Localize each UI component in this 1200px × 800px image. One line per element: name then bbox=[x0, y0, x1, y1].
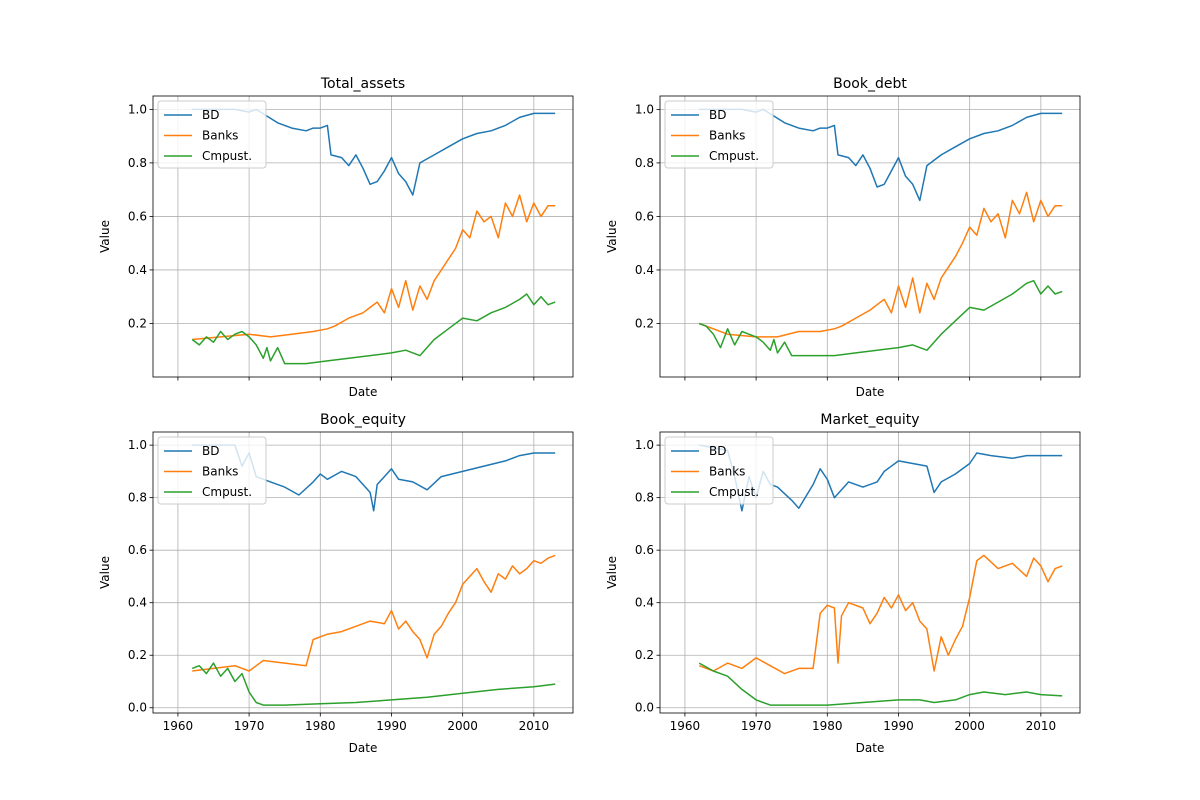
series-line-banks bbox=[698, 554, 1063, 675]
y-tick-label: 0.0 bbox=[128, 701, 147, 715]
subplots-group: 0.2 0.4 0.6 0.8 1.0 Total_assets Date Value BD Ba… bbox=[98, 76, 1081, 755]
axes-frame bbox=[152, 95, 574, 378]
x-tick-label: 1980 bbox=[305, 719, 336, 733]
legend-box bbox=[157, 100, 267, 169]
x-axis-label: Date bbox=[856, 385, 885, 399]
x-tick-label: 1990 bbox=[376, 719, 407, 733]
y-axis-label: Value bbox=[605, 220, 619, 253]
x-axis-label: Date bbox=[856, 741, 885, 755]
series-line-banks bbox=[192, 194, 556, 341]
x-tick-label: 2000 bbox=[954, 719, 985, 733]
axes-frame bbox=[659, 95, 1081, 378]
legend-label: Cmpust. bbox=[709, 149, 759, 163]
legend: BD Banks Cmpust. bbox=[157, 436, 267, 505]
legend-label: BD bbox=[709, 444, 726, 458]
y-tick-label: 0.4 bbox=[635, 263, 654, 277]
y-axis-label: Value bbox=[98, 220, 112, 253]
subplot-title: Book_equity bbox=[320, 412, 406, 428]
x-tick-label: 1960 bbox=[163, 719, 194, 733]
series-line-cmpust bbox=[191, 293, 556, 365]
legend-label: Cmpust. bbox=[202, 485, 252, 499]
y-tick-label: 1.0 bbox=[128, 102, 147, 116]
x-axis-label: Date bbox=[349, 741, 378, 755]
legend-box bbox=[157, 436, 267, 505]
legend-box bbox=[664, 100, 774, 169]
legend-label: Banks bbox=[202, 465, 238, 479]
subplot-4: 1960 1970 1980 1990 2000 2010 0.0 0.2 0.4 0.6 0.8 1… bbox=[605, 412, 1081, 755]
subplot-title: Book_debt bbox=[833, 76, 907, 92]
y-axis-label: Value bbox=[98, 556, 112, 589]
legend-label: Cmpust. bbox=[709, 485, 759, 499]
y-tick-label: 0.4 bbox=[635, 596, 654, 610]
series-line-cmpust bbox=[698, 662, 1063, 706]
legend-label: BD bbox=[202, 108, 219, 122]
y-tick-label: 0.2 bbox=[635, 648, 654, 662]
x-tick-label: 2010 bbox=[1026, 719, 1057, 733]
x-tick-label: 1980 bbox=[812, 719, 843, 733]
y-tick-label: 0.2 bbox=[128, 648, 147, 662]
legend: BD Banks Cmpust. bbox=[664, 100, 774, 169]
y-tick-label: 0.8 bbox=[128, 491, 147, 505]
y-tick-label: 0.2 bbox=[635, 316, 654, 330]
legend-label: BD bbox=[202, 444, 219, 458]
series-line-banks bbox=[698, 191, 1063, 338]
y-tick-label: 1.0 bbox=[635, 438, 654, 452]
x-tick-label: 1960 bbox=[670, 719, 701, 733]
legend-label: Banks bbox=[202, 129, 238, 143]
y-tick-label: 0.8 bbox=[128, 156, 147, 170]
y-axis-label: Value bbox=[605, 556, 619, 589]
x-axis-label: Date bbox=[349, 385, 378, 399]
series-line-cmpust bbox=[191, 662, 556, 706]
subplot-title: Market_equity bbox=[820, 412, 919, 428]
y-tick-label: 0.6 bbox=[128, 209, 147, 223]
axes-frame bbox=[659, 431, 1081, 714]
y-tick-label: 0.4 bbox=[128, 596, 147, 610]
x-tick-label: 1970 bbox=[234, 719, 265, 733]
subplot-title: Total_assets bbox=[320, 76, 405, 92]
y-tick-label: 0.0 bbox=[635, 701, 654, 715]
legend: BD Banks Cmpust. bbox=[157, 100, 267, 169]
y-tick-label: 0.2 bbox=[128, 316, 147, 330]
y-tick-label: 1.0 bbox=[128, 438, 147, 452]
x-tick-label: 1970 bbox=[741, 719, 772, 733]
y-tick-label: 0.8 bbox=[635, 156, 654, 170]
x-tick-label: 1990 bbox=[883, 719, 914, 733]
series-line-banks bbox=[192, 554, 556, 672]
x-tick-label: 2010 bbox=[519, 719, 550, 733]
subplot-1: 0.2 0.4 0.6 0.8 1.0 Total_assets Date Value BD Ba… bbox=[98, 76, 574, 399]
legend-label: Cmpust. bbox=[202, 149, 252, 163]
y-tick-label: 1.0 bbox=[635, 102, 654, 116]
subplot-3: 1960 1970 1980 1990 2000 2010 0.0 0.2 0.4 0.6 0.8 1… bbox=[98, 412, 574, 755]
y-tick-label: 0.6 bbox=[128, 543, 147, 557]
legend: BD Banks Cmpust. bbox=[664, 436, 774, 505]
y-tick-label: 0.6 bbox=[635, 209, 654, 223]
subplot-2: 0.2 0.4 0.6 0.8 1.0 Book_debt Date Value BD Banks… bbox=[605, 76, 1081, 399]
legend-label: Banks bbox=[709, 465, 745, 479]
y-tick-label: 0.8 bbox=[635, 491, 654, 505]
y-tick-label: 0.6 bbox=[635, 543, 654, 557]
series-line-bd bbox=[699, 108, 1063, 202]
legend-label: Banks bbox=[709, 129, 745, 143]
x-tick-label: 2000 bbox=[447, 719, 478, 733]
axes-frame bbox=[152, 431, 574, 714]
legend-box bbox=[664, 436, 774, 505]
series-line-cmpust bbox=[698, 279, 1063, 357]
legend-label: BD bbox=[709, 108, 726, 122]
y-tick-label: 0.4 bbox=[128, 263, 147, 277]
series-line-bd bbox=[192, 108, 556, 196]
